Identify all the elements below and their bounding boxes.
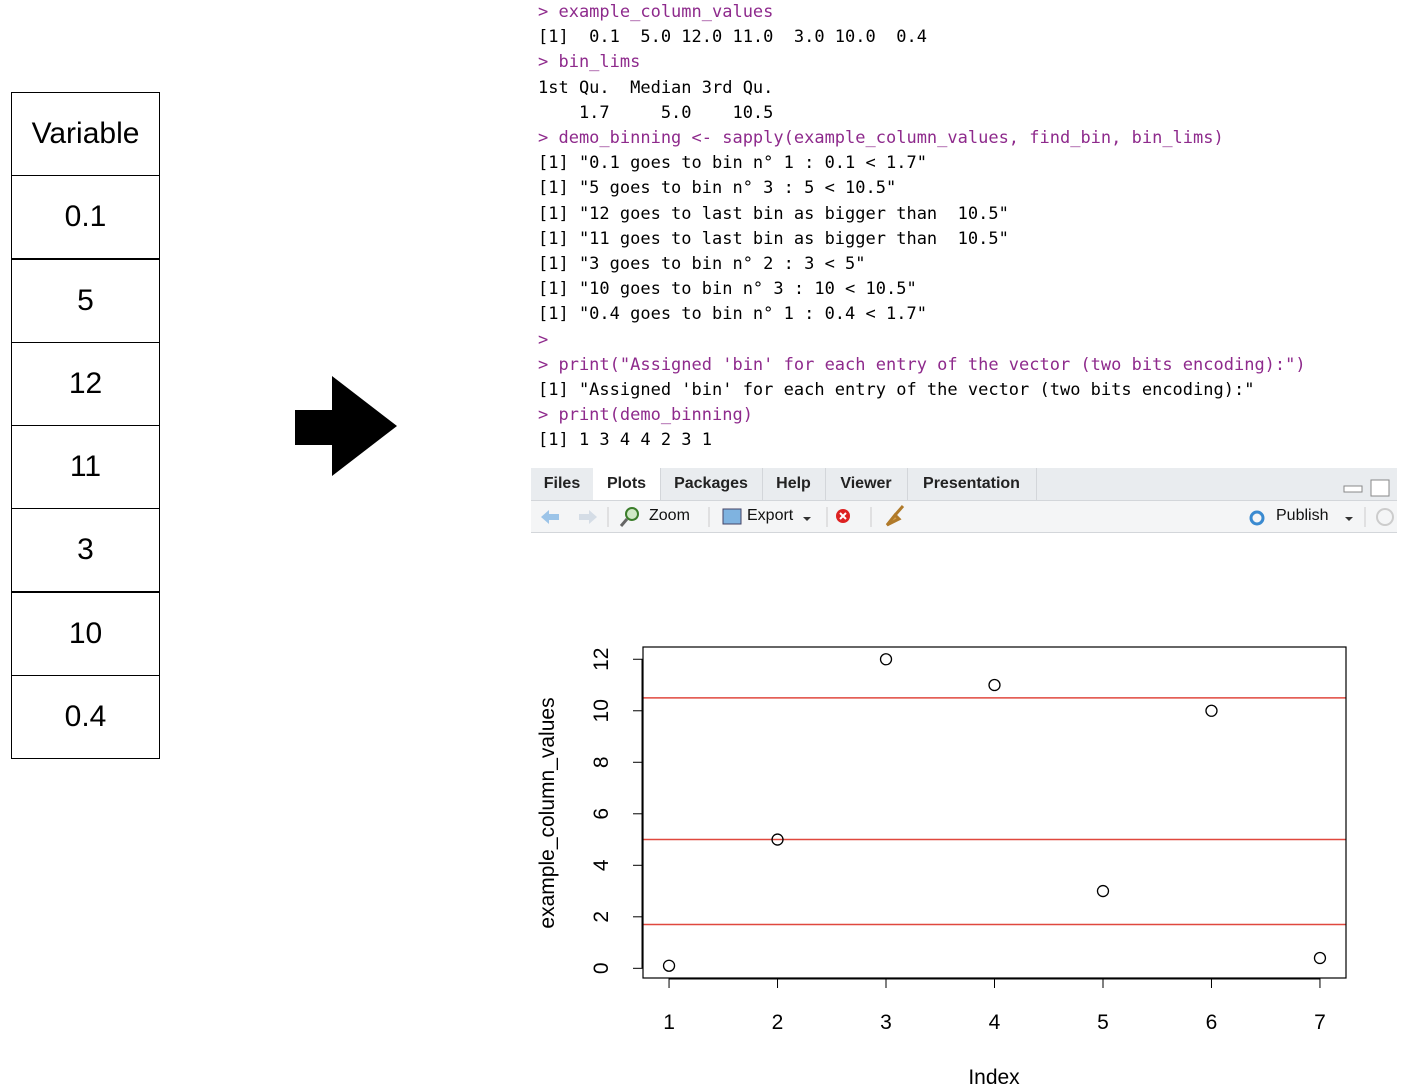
- forward-icon[interactable]: [579, 510, 597, 524]
- pane-controls: [1343, 479, 1390, 497]
- x-tick-label: 7: [1314, 1011, 1326, 1034]
- table-cell: 0.4: [11, 674, 160, 759]
- point: [771, 833, 784, 846]
- x-tick-label: 5: [1097, 1011, 1109, 1034]
- console-output: [1] 0.1 5.0 12.0 11.0 3.0 10.0 0.4: [538, 27, 927, 48]
- console-input: > print("Assigned 'bin' for each entry o…: [538, 354, 1306, 375]
- console-input: > example_column_values: [538, 2, 774, 22]
- console-input: > bin_lims: [538, 52, 641, 73]
- tab[interactable]: Files: [531, 468, 594, 500]
- table-cell: 10: [11, 591, 160, 676]
- table-cell: 12: [11, 341, 160, 426]
- y-tick-label: 2: [590, 911, 613, 923]
- x-tick-label: 2: [772, 1011, 784, 1034]
- table-cell: 0.1: [11, 175, 160, 260]
- console-output: [1] "11 goes to last bin as bigger than …: [538, 228, 1009, 249]
- console-output: [1] "12 goes to last bin as bigger than …: [538, 203, 1009, 224]
- x-tick-label: 3: [880, 1011, 892, 1034]
- point: [662, 959, 676, 972]
- console-output: 1st Qu. Median 3rd Qu.: [538, 77, 784, 98]
- console-output: [1] "0.4 goes to bin n° 1 : 0.4 < 1.7": [538, 304, 927, 325]
- y-tick-label: 12: [590, 648, 613, 671]
- point: [1096, 884, 1110, 898]
- clear-icon[interactable]: [885, 505, 905, 527]
- zoom-button[interactable]: Zoom: [649, 507, 690, 524]
- publish-icon[interactable]: [1249, 510, 1265, 526]
- plot-frame: [642, 646, 1347, 979]
- table-cell: 11: [11, 425, 160, 509]
- y-tick-label: 0: [590, 962, 613, 974]
- y-tick-label: 6: [590, 808, 613, 820]
- export-button[interactable]: Export: [747, 507, 794, 524]
- console-output: [1] "10 goes to bin n° 3 : 10 < 10.5": [538, 279, 917, 300]
- tab[interactable]: Presentation: [907, 468, 1037, 500]
- minimize[interactable]: [1343, 485, 1363, 493]
- tab[interactable]: Viewer: [825, 468, 908, 500]
- console-output: [1] "0.1 goes to bin n° 1 : 0.1 < 1.7": [538, 153, 927, 174]
- tab[interactable]: Help: [762, 468, 826, 500]
- console-output: [1] "5 goes to bin n° 3 : 5 < 10.5": [538, 178, 897, 199]
- toolbar: Zoom Export Publish: [531, 501, 1397, 533]
- y-axis-label: example_column_values: [536, 697, 559, 928]
- remove-x: [839, 512, 847, 520]
- x-tick-label: 1: [663, 1011, 675, 1034]
- tab[interactable]: Packages: [660, 468, 763, 500]
- console-input: >: [538, 329, 549, 350]
- console-output: 1.7 5.0 10.5: [538, 102, 784, 123]
- toolbar-icons: [541, 505, 1394, 527]
- export-icon[interactable]: [722, 508, 742, 525]
- refresh-icon[interactable]: [1376, 508, 1394, 526]
- table-cell: 5: [11, 258, 160, 343]
- tab-bar: Files Plots Packages Help Viewer Presentation: [531, 468, 1397, 501]
- publish-caret[interactable]: [1345, 517, 1353, 521]
- point: [879, 653, 893, 666]
- console-output: [1] 1 3 4 4 2 3 1: [538, 430, 712, 451]
- zoom-handle: [619, 518, 629, 527]
- table-cell: 3: [11, 508, 160, 593]
- console-output: [1] "Assigned 'bin' for each entry of th…: [538, 380, 1255, 400]
- point: [1313, 951, 1327, 965]
- point: [988, 678, 1001, 692]
- x-axis-label: Index: [968, 1066, 1020, 1089]
- console-input: > print(demo_binning): [538, 405, 753, 426]
- x-tick-label: 6: [1206, 1011, 1218, 1034]
- table-header: Variable: [11, 92, 160, 176]
- plot: 1 2 3 4 5 6 7024681012Indexexample_column_valu…: [536, 646, 1347, 1089]
- arrow: [295, 376, 397, 476]
- y-tick-label: 10: [590, 699, 613, 722]
- publish-button[interactable]: Publish: [1276, 507, 1329, 524]
- y-tick-label: 4: [590, 859, 613, 871]
- back-icon[interactable]: [541, 510, 559, 524]
- point: [1205, 704, 1218, 717]
- console-input: > demo_binning <- sapply(example_column_…: [538, 128, 1224, 148]
- zoom-icon[interactable]: [625, 507, 639, 521]
- y-tick-label: 8: [590, 756, 613, 768]
- x-tick-label: 4: [989, 1011, 1001, 1034]
- export-caret[interactable]: [803, 517, 811, 521]
- console-output: [1] "3 goes to bin n° 2 : 3 < 5": [538, 254, 866, 274]
- tab[interactable]: Plots: [593, 468, 661, 500]
- maximize[interactable]: [1370, 479, 1390, 497]
